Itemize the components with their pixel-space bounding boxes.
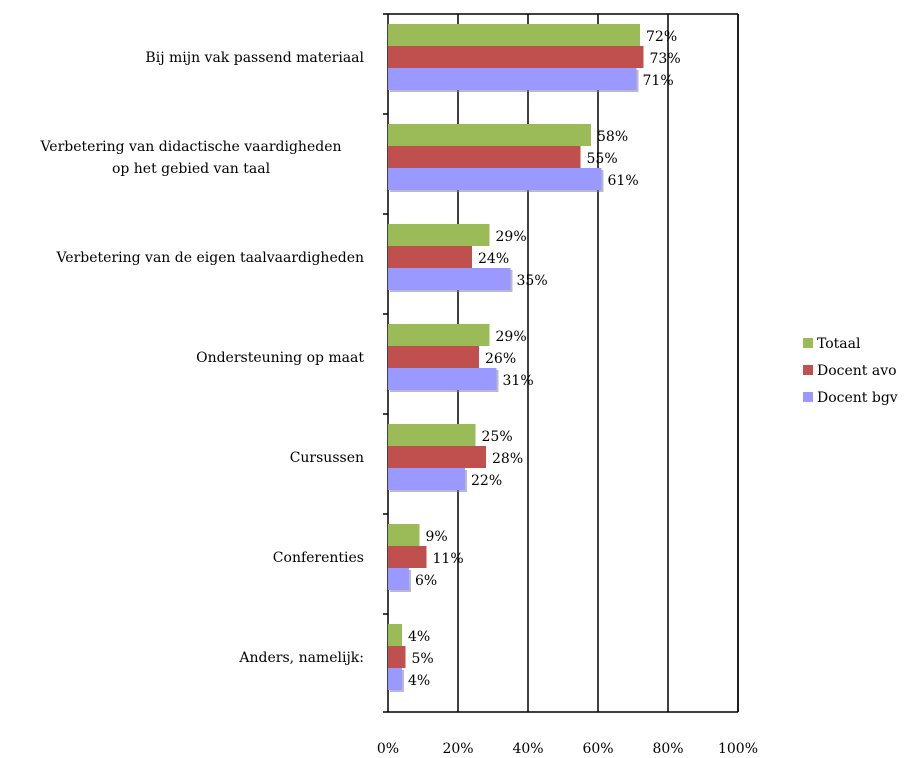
legend-swatch-totaal — [803, 338, 813, 348]
data-label: 31% — [503, 373, 534, 389]
data-label: 4% — [408, 673, 430, 689]
legend: Totaal Docent avo Docent bgv — [803, 336, 898, 406]
data-label: 55% — [587, 151, 618, 167]
x-tick-label: 20% — [442, 741, 473, 757]
legend-swatch-docent-avo — [803, 365, 813, 375]
category-label-line: Anders, namelijk: — [238, 650, 364, 666]
category-label-line: Ondersteuning op maat — [196, 350, 364, 366]
data-label: 58% — [597, 129, 628, 145]
category-label-line: Verbetering van didactische vaardigheden — [39, 139, 341, 155]
category-label: Bij mijn vak passend materiaal — [145, 50, 364, 66]
data-label: 4% — [408, 629, 430, 645]
category-label-line: Bij mijn vak passend materiaal — [145, 50, 364, 66]
bar-totaal — [388, 624, 402, 646]
category-label: Verbetering van didactische vaardigheden… — [39, 139, 341, 177]
data-label: 24% — [478, 251, 509, 267]
bars — [388, 24, 644, 692]
category-label-line: Cursussen — [290, 450, 364, 466]
data-label: 6% — [415, 573, 437, 589]
data-label: 61% — [608, 173, 639, 189]
x-tick-label: 60% — [582, 741, 613, 757]
bar-docent-bgv — [388, 268, 511, 290]
category-label-line: op het gebied van taal — [112, 161, 271, 177]
bar-docent-avo — [388, 346, 479, 368]
category-labels: Bij mijn vak passend materiaal Verbeterin… — [39, 50, 364, 666]
category-label-line: Conferenties — [273, 550, 364, 566]
value-labels: 72% 73% 71% 58% 55% 61% 29% 24% 35% 29% 26% 31% 25% 2… — [408, 29, 681, 689]
legend-label: Docent avo — [817, 363, 897, 379]
category-label: Conferenties — [273, 550, 364, 566]
bar-docent-bgv — [388, 568, 409, 590]
x-tick-labels: 0% 20% 40% 60% 80% 100% — [377, 741, 758, 757]
bar-docent-avo — [388, 646, 406, 668]
category-label: Cursussen — [290, 450, 364, 466]
data-label: 71% — [643, 73, 674, 89]
data-label: 25% — [482, 429, 513, 445]
bar-totaal — [388, 124, 591, 146]
bar-totaal — [388, 24, 640, 46]
legend-label: Totaal — [817, 336, 861, 352]
data-label: 9% — [426, 529, 448, 545]
data-label: 11% — [433, 551, 464, 567]
x-tick-label: 100% — [718, 741, 758, 757]
category-label-line: Verbetering van de eigen taalvaardighede… — [55, 250, 364, 266]
data-label: 5% — [412, 651, 434, 667]
data-label: 29% — [496, 229, 527, 245]
data-label: 73% — [650, 51, 681, 67]
bar-totaal — [388, 224, 490, 246]
data-label: 35% — [517, 273, 548, 289]
bar-docent-avo — [388, 246, 472, 268]
bar-docent-bgv — [388, 468, 465, 490]
bar-totaal — [388, 424, 476, 446]
bar-totaal — [388, 324, 490, 346]
bar-docent-avo — [388, 46, 644, 68]
bar-docent-avo — [388, 546, 427, 568]
category-label: Ondersteuning op maat — [196, 350, 364, 366]
data-label: 29% — [496, 329, 527, 345]
x-tick-label: 40% — [512, 741, 543, 757]
legend-swatch-docent-bgv — [803, 392, 813, 402]
category-label: Verbetering van de eigen taalvaardighede… — [55, 250, 364, 266]
bar-docent-avo — [388, 446, 486, 468]
bar-docent-bgv — [388, 668, 402, 690]
bar-docent-bgv — [388, 168, 602, 190]
category-label: Anders, namelijk: — [238, 650, 364, 666]
x-tick-label: 0% — [377, 741, 399, 757]
legend-label: Docent bgv — [817, 390, 898, 406]
bar-docent-avo — [388, 146, 581, 168]
data-label: 72% — [646, 29, 677, 45]
x-tick-label: 80% — [652, 741, 683, 757]
bar-docent-bgv — [388, 68, 637, 90]
data-label: 22% — [471, 473, 502, 489]
bar-totaal — [388, 524, 420, 546]
data-label: 28% — [492, 451, 523, 467]
data-label: 26% — [485, 351, 516, 367]
bar-docent-bgv — [388, 368, 497, 390]
